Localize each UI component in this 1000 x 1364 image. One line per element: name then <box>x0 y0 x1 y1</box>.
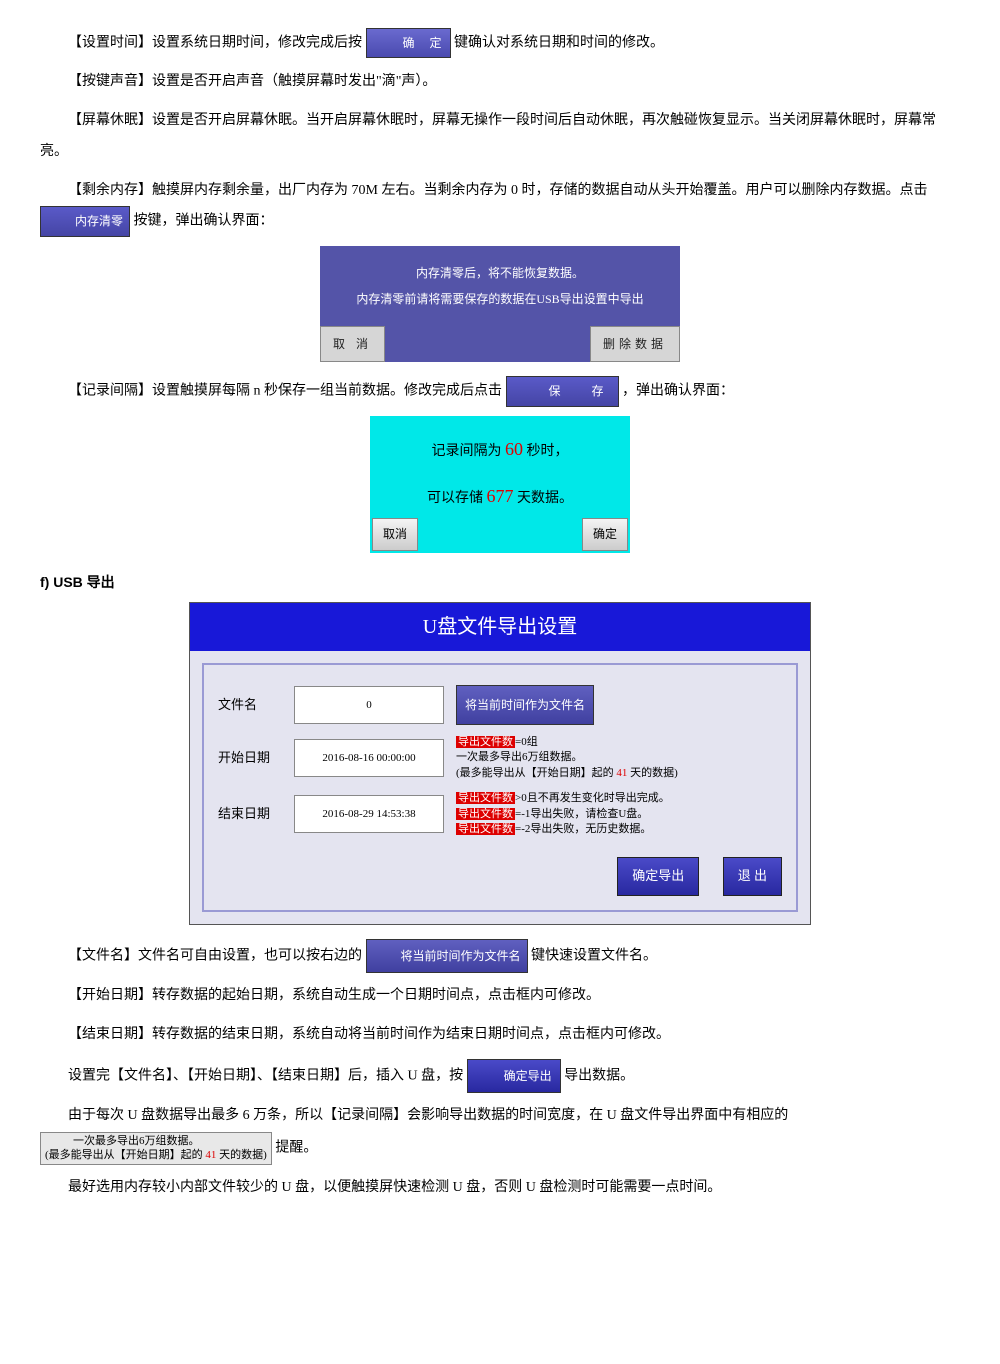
label-start-date: 开始日期 <box>218 744 282 773</box>
export-ok-button[interactable]: 确定导出 <box>467 1059 561 1093</box>
end-date-field[interactable]: 2016-08-29 14:53:38 <box>294 795 444 833</box>
para-set-time: 【设置时间】设置系统日期时间，修改完成后按 确 定 键确认对系统日期和时间的修改… <box>40 28 960 59</box>
mem-clear-button[interactable]: 内存清零 <box>40 206 130 236</box>
para-key-sound: 【按键声音】设置是否开启声音（触摸屏幕时发出"滴"声）。 <box>40 67 960 98</box>
dialog-line1: 内存清零后，将不能恢复数据。 <box>330 260 670 286</box>
hint-box: 一次最多导出6万组数据。 (最多能导出从【开始日期】起的 41 天的数据) <box>40 1132 272 1165</box>
para-usb-advice: 最好选用内存较小内部文件较少的 U 盘，以便触摸屏快速检测 U 盘，否则 U 盘… <box>40 1173 960 1204</box>
para-memory: 【剩余内存】触摸屏内存剩余量，出厂内存为 70M 左右。当剩余内存为 0 时，存… <box>40 176 960 238</box>
text: 键确认对系统日期和时间的修改。 <box>454 35 664 50</box>
save-button[interactable]: 保 存 <box>506 376 619 406</box>
use-time-filename-button[interactable]: 将当前时间作为文件名 <box>456 685 594 725</box>
exit-button[interactable]: 退 出 <box>723 857 782 896</box>
export-ok-button[interactable]: 确定导出 <box>617 857 699 896</box>
para-screen-sleep: 【屏幕休眠】设置是否开启屏幕休眠。当开启屏幕休眠时，屏幕无操作一段时间后自动休眠… <box>40 106 960 168</box>
para-limit: 由于每次 U 盘数据导出最多 6 万条，所以【记录间隔】会影响导出数据的时间宽度… <box>40 1101 960 1164</box>
cancel-button[interactable]: 取 消 <box>320 326 385 362</box>
text: 按键，弹出确认界面： <box>134 214 274 229</box>
section-usb-heading: f) USB 导出 <box>40 567 960 598</box>
seconds-value: 60 <box>505 439 523 459</box>
days-value: 677 <box>487 486 514 506</box>
mem-clear-dialog: 内存清零后，将不能恢复数据。 内存清零前请将需要保存的数据在USB导出设置中导出… <box>320 246 680 363</box>
export-note-1: 导出文件数=0组 一次最多导出6万组数据。 (最多能导出从【开始日期】起的 41… <box>456 735 678 781</box>
use-time-filename-button[interactable]: 将当前时间作为文件名 <box>366 939 528 973</box>
dialog-line1: 记录间隔为 60 秒时， <box>380 430 620 470</box>
ok-button[interactable]: 确定 <box>582 518 628 550</box>
tag: 导出文件数 <box>456 736 515 748</box>
text: 【设置时间】设置系统日期时间，修改完成后按 <box>68 35 362 50</box>
label-filename: 文件名 <box>218 691 282 720</box>
para-start-date: 【开始日期】转存数据的起始日期，系统自动生成一个日期时间点，点击框内可修改。 <box>40 981 960 1012</box>
start-date-field[interactable]: 2016-08-16 00:00:00 <box>294 739 444 777</box>
para-filename: 【文件名】文件名可自由设置，也可以按右边的 将当前时间作为文件名 键快速设置文件… <box>40 939 960 973</box>
export-note-2: 导出文件数>0且不再发生变化时导出完成。 导出文件数=-1导出失败，请检查U盘。… <box>456 791 670 837</box>
text: ，弹出确认界面： <box>622 384 734 399</box>
label-end-date: 结束日期 <box>218 800 282 829</box>
text: 【剩余内存】触摸屏内存剩余量，出厂内存为 70M 左右。当剩余内存为 0 时，存… <box>68 183 927 198</box>
usb-title: U盘文件导出设置 <box>190 603 810 651</box>
cancel-button[interactable]: 取消 <box>372 518 418 550</box>
usb-export-dialog: U盘文件导出设置 文件名 0 将当前时间作为文件名 开始日期 2016-08-1… <box>189 602 811 925</box>
dialog-line2: 内存清零前请将需要保存的数据在USB导出设置中导出 <box>330 286 670 312</box>
para-end-date: 【结束日期】转存数据的结束日期，系统自动将当前时间作为结束日期时间点，点击框内可… <box>40 1020 960 1051</box>
ok-button[interactable]: 确 定 <box>366 28 451 58</box>
delete-button[interactable]: 删除数据 <box>590 326 680 362</box>
filename-field[interactable]: 0 <box>294 686 444 724</box>
para-export-step: 设置完【文件名】、【开始日期】、【结束日期】后，插入 U 盘，按 确定导出 导出… <box>40 1059 960 1093</box>
text: 【记录间隔】设置触摸屏每隔 n 秒保存一组当前数据。修改完成后点击 <box>68 384 502 399</box>
dialog-line2: 可以存储 677 天数据。 <box>380 477 620 517</box>
para-record-interval: 【记录间隔】设置触摸屏每隔 n 秒保存一组当前数据。修改完成后点击 保 存 ，弹… <box>40 376 960 407</box>
interval-dialog: 记录间隔为 60 秒时， 可以存储 677 天数据。 取消 确定 <box>370 416 630 553</box>
